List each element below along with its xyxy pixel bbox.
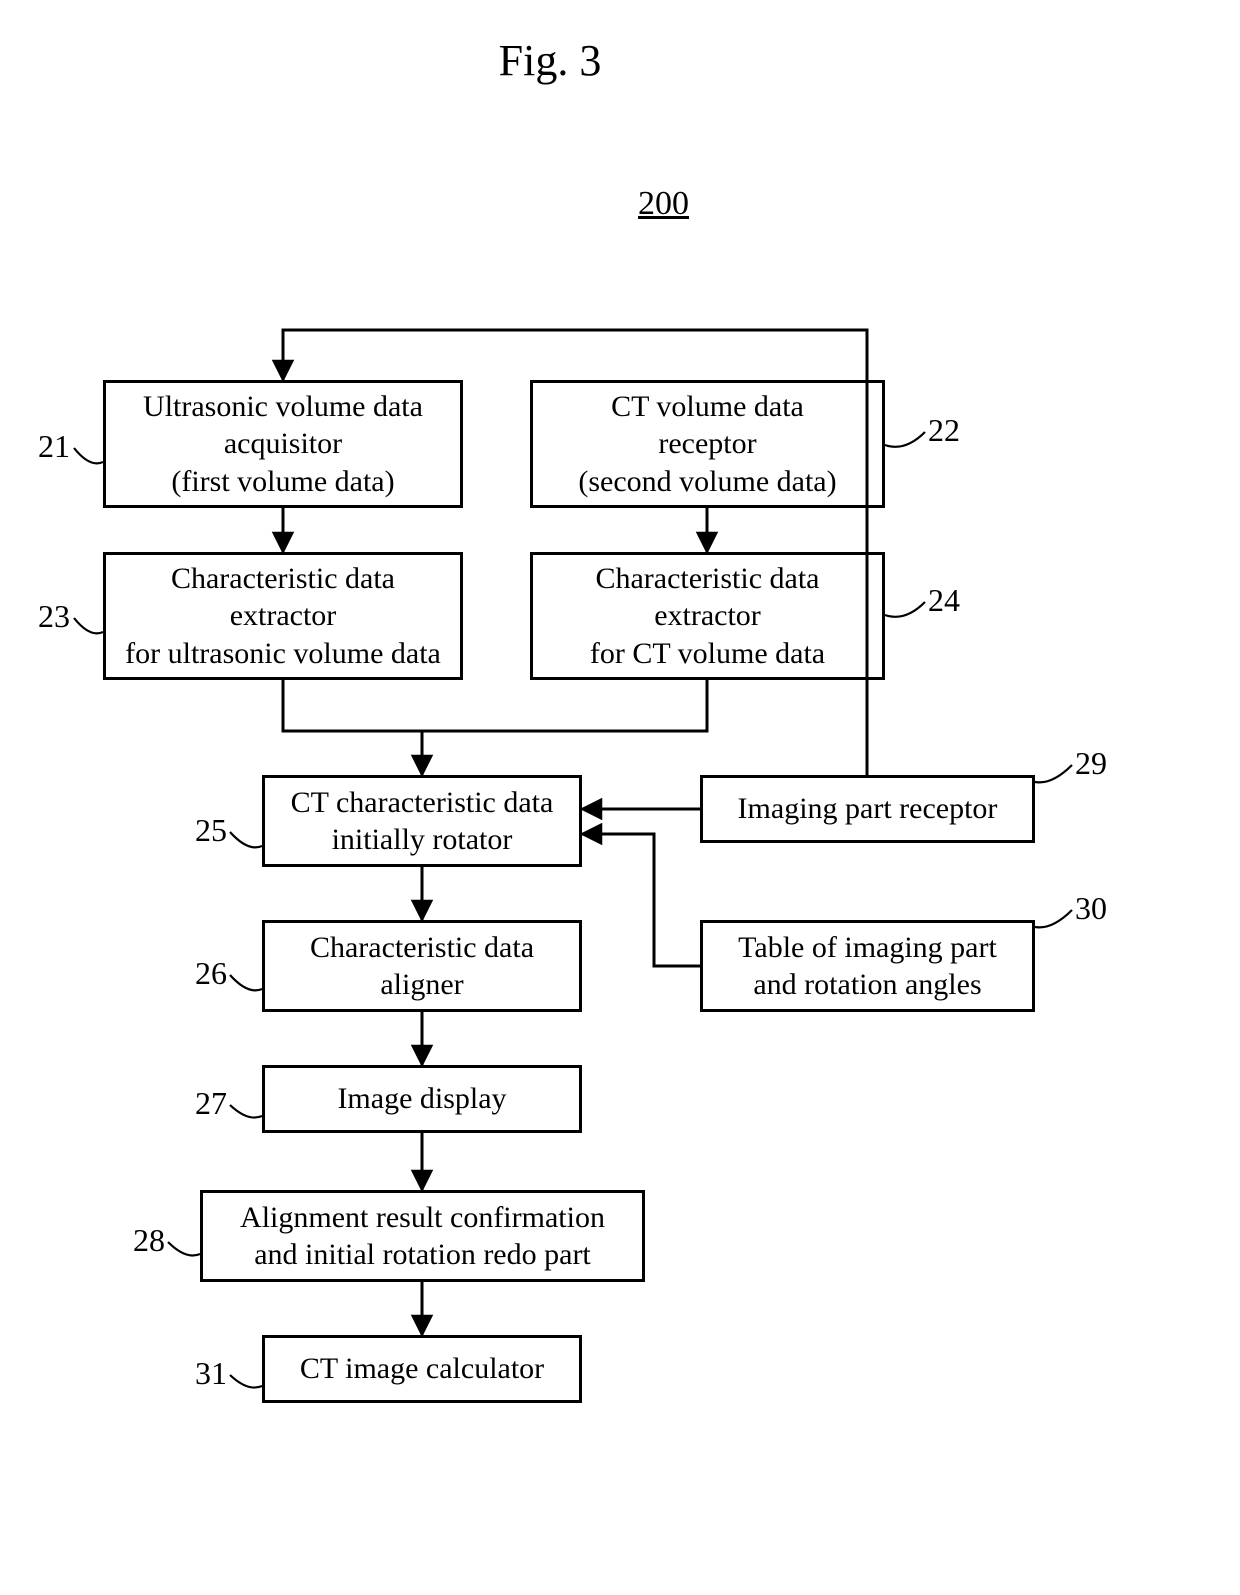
- node-21: Ultrasonic volume dataacquisitor(first v…: [103, 380, 463, 508]
- node-30-text: Table of imaging partand rotation angles: [738, 929, 997, 1004]
- label-22: 22: [928, 412, 960, 449]
- node-25-text: CT characteristic datainitially rotator: [291, 784, 554, 859]
- node-29: Imaging part receptor: [700, 775, 1035, 843]
- node-31: CT image calculator: [262, 1335, 582, 1403]
- connectors: [0, 0, 1240, 1595]
- node-26-text: Characteristic dataaligner: [310, 929, 534, 1004]
- node-23-text: Characteristic dataextractorfor ultrason…: [125, 560, 441, 673]
- label-29: 29: [1075, 745, 1107, 782]
- node-21-text: Ultrasonic volume dataacquisitor(first v…: [143, 388, 423, 501]
- label-24: 24: [928, 582, 960, 619]
- figure-title: Fig. 3: [400, 35, 700, 86]
- label-27: 27: [195, 1085, 227, 1122]
- node-23: Characteristic dataextractorfor ultrason…: [103, 552, 463, 680]
- node-24-text: Characteristic dataextractorfor CT volum…: [590, 560, 825, 673]
- node-28-text: Alignment result confirmationand initial…: [240, 1199, 605, 1274]
- node-22-text: CT volume datareceptor(second volume dat…: [578, 388, 836, 501]
- node-29-text: Imaging part receptor: [738, 790, 998, 828]
- label-25: 25: [195, 812, 227, 849]
- label-26: 26: [195, 955, 227, 992]
- node-25: CT characteristic datainitially rotator: [262, 775, 582, 867]
- node-26: Characteristic dataaligner: [262, 920, 582, 1012]
- label-30: 30: [1075, 890, 1107, 927]
- figure-ref: 200: [638, 185, 689, 223]
- node-31-text: CT image calculator: [300, 1350, 544, 1388]
- node-27: Image display: [262, 1065, 582, 1133]
- node-30: Table of imaging partand rotation angles: [700, 920, 1035, 1012]
- label-31: 31: [195, 1355, 227, 1392]
- node-28: Alignment result confirmationand initial…: [200, 1190, 645, 1282]
- node-27-text: Image display: [337, 1080, 506, 1118]
- node-24: Characteristic dataextractorfor CT volum…: [530, 552, 885, 680]
- node-22: CT volume datareceptor(second volume dat…: [530, 380, 885, 508]
- label-28: 28: [133, 1222, 165, 1259]
- label-23: 23: [38, 598, 70, 635]
- label-21: 21: [38, 428, 70, 465]
